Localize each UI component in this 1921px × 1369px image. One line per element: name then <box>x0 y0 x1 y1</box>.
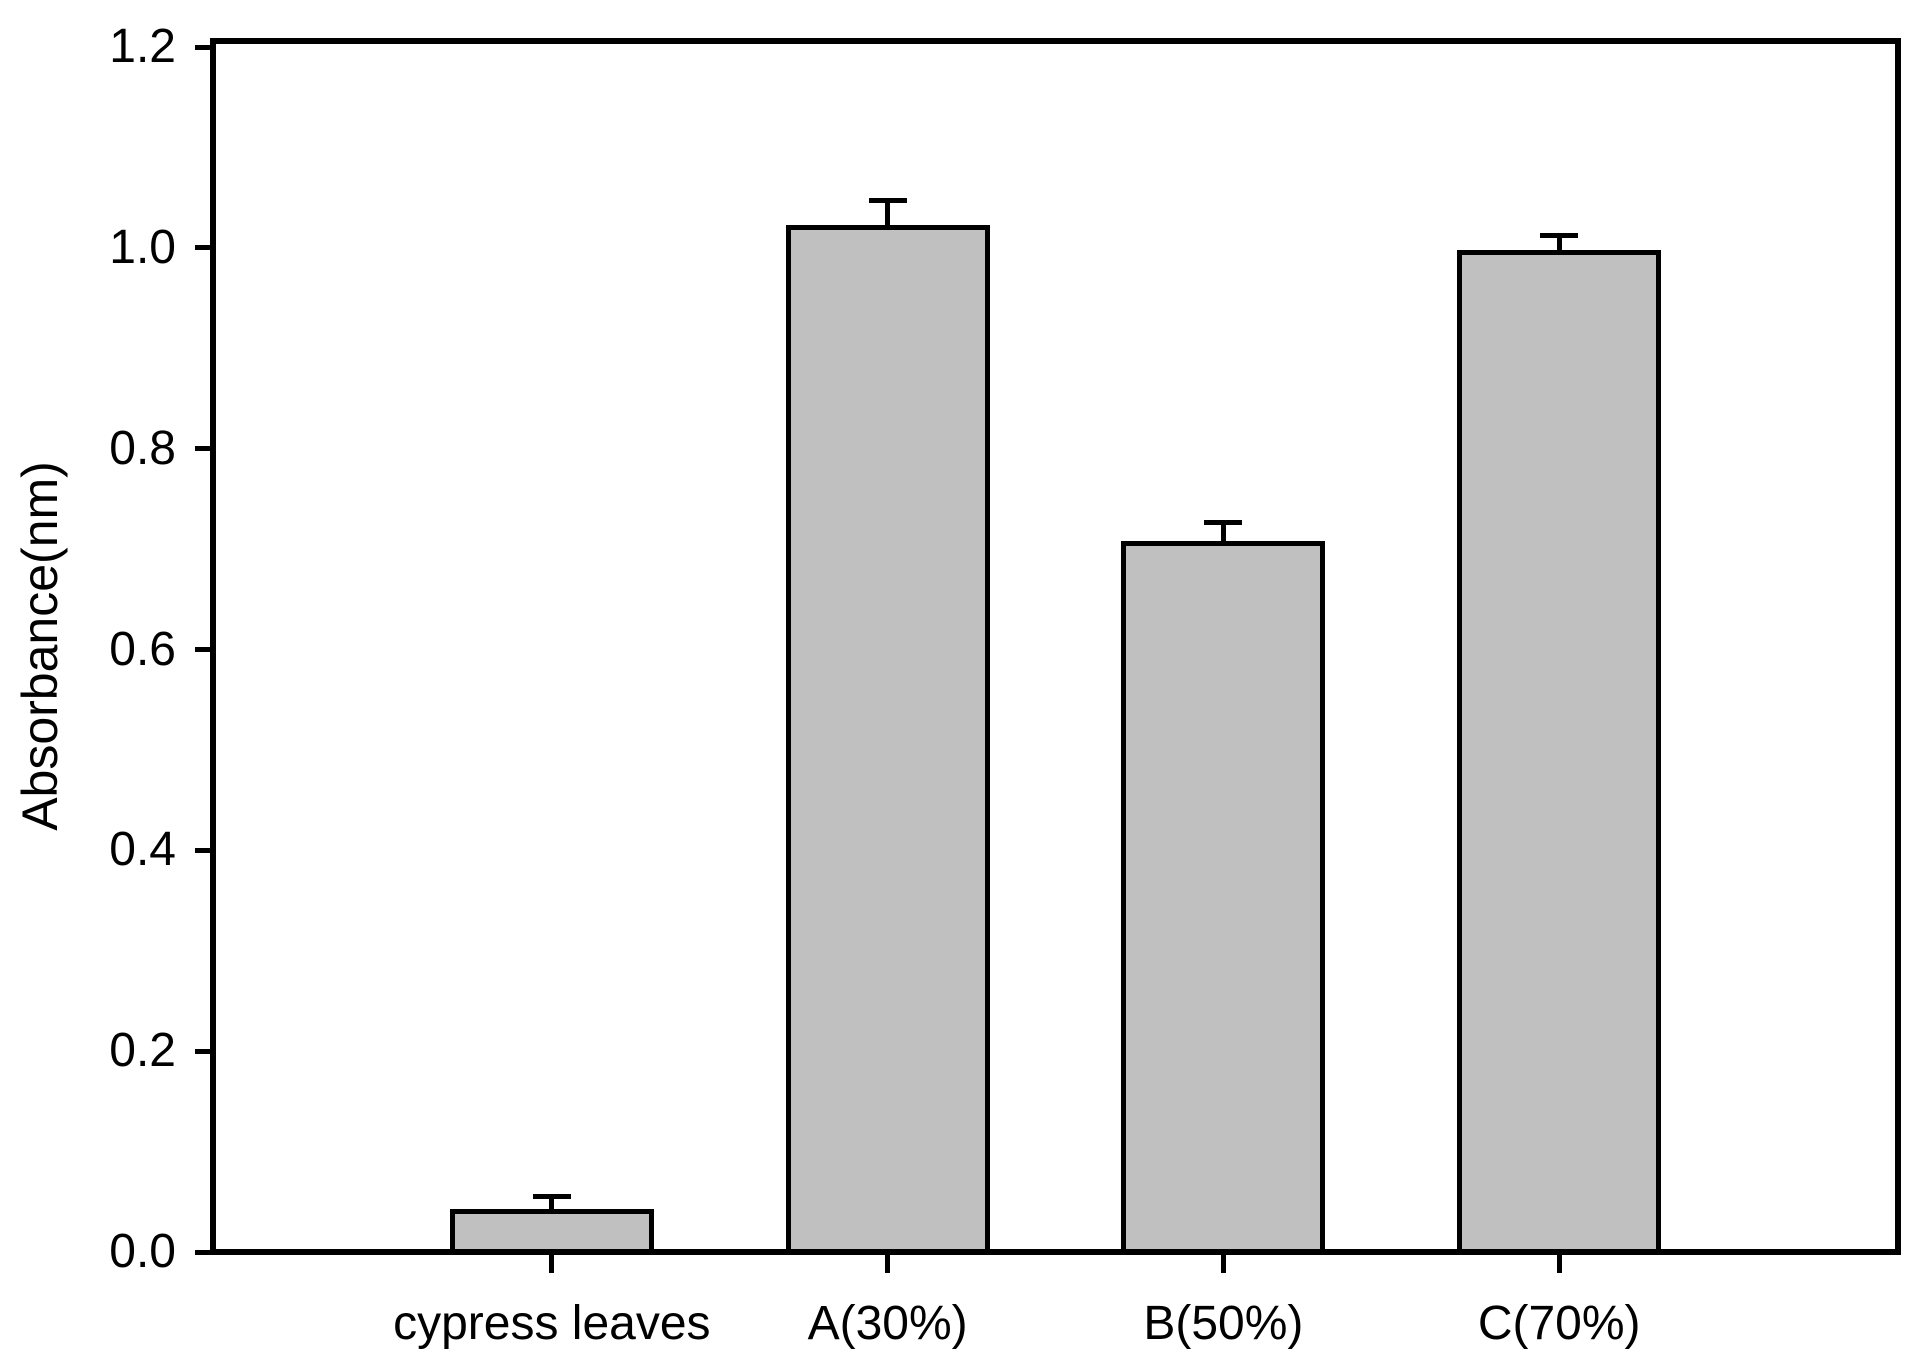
y-tick-label: 0.2 <box>109 1024 176 1078</box>
bar <box>1121 541 1326 1254</box>
y-tick-mark <box>195 1249 213 1255</box>
error-bar-line <box>1220 522 1226 542</box>
error-bar-line <box>549 1196 555 1209</box>
y-tick-mark <box>195 647 213 652</box>
x-tick-label: A(30%) <box>807 1297 968 1350</box>
y-tick-label: 0.6 <box>109 622 176 676</box>
y-tick-mark <box>195 446 213 452</box>
y-tick-label: 0.0 <box>109 1225 176 1278</box>
bar <box>1457 249 1662 1254</box>
y-tick-label: 1.0 <box>109 220 176 274</box>
error-bar-cap <box>532 1194 571 1200</box>
x-tick-mark <box>549 1255 555 1273</box>
x-tick-mark <box>1556 1255 1562 1273</box>
x-tick-label: C(70%) <box>1477 1297 1641 1350</box>
y-tick-label: 0.4 <box>109 823 176 877</box>
x-tick-mark <box>1220 1255 1226 1273</box>
bar <box>449 1208 654 1254</box>
y-tick-mark <box>195 1048 213 1054</box>
y-tick-mark <box>195 44 213 50</box>
error-bar-cap <box>1204 520 1243 526</box>
y-tick-label: 1.2 <box>109 20 176 73</box>
error-bar-cap <box>1540 233 1579 239</box>
x-tick-mark <box>885 1255 891 1273</box>
x-tick-label: B(50%) <box>1143 1297 1304 1350</box>
y-tick-mark <box>195 847 213 853</box>
y-tick-label: 0.8 <box>109 421 176 475</box>
y-tick-mark <box>195 245 213 251</box>
error-bar-line <box>885 200 891 225</box>
bar <box>785 224 990 1254</box>
error-bar-line <box>1556 235 1562 250</box>
x-tick-label: cypress leaves <box>393 1297 711 1350</box>
error-bar-cap <box>868 198 907 204</box>
